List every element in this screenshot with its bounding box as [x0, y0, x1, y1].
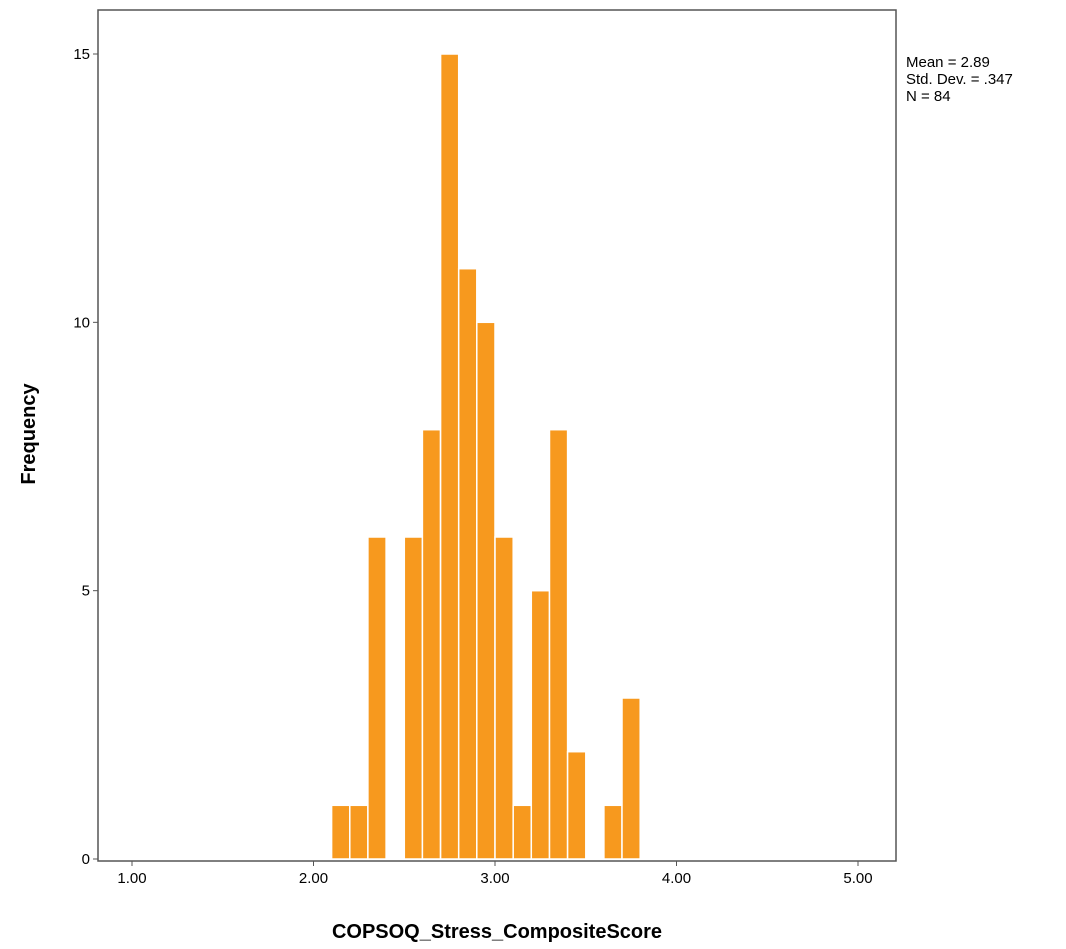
- stats-n: N = 84: [906, 88, 951, 105]
- y-tick-label: 15: [73, 46, 90, 63]
- histogram-bar: [621, 697, 641, 860]
- x-axis-title: COPSOQ_Stress_CompositeScore: [332, 921, 662, 943]
- y-tick-label: 5: [82, 583, 90, 600]
- x-tick-label: 4.00: [662, 870, 691, 887]
- stats-std-dev: Std. Dev. = .347: [906, 71, 1013, 88]
- histogram-bar: [566, 750, 587, 860]
- y-axis-title: Frequency: [18, 383, 40, 485]
- stats-annotation: Mean = 2.89 Std. Dev. = .347 N = 84: [906, 54, 1013, 105]
- y-axis-ticks: 0 5 10 15: [73, 46, 98, 868]
- stats-mean: Mean = 2.89: [906, 54, 990, 71]
- histogram-bar: [439, 53, 460, 860]
- histogram-bar: [548, 428, 569, 860]
- histogram-bar: [349, 804, 369, 860]
- histogram-bar: [603, 804, 623, 860]
- x-tick-label: 1.00: [117, 870, 146, 887]
- y-tick-label: 10: [73, 314, 90, 331]
- histogram-bar: [330, 804, 351, 860]
- x-axis-ticks: 1.00 2.00 3.00 4.00 5.00: [117, 861, 873, 887]
- histogram-bar: [421, 428, 442, 860]
- x-tick-label: 2.00: [299, 870, 328, 887]
- histogram-bar: [530, 589, 551, 860]
- histogram-bar: [494, 536, 514, 860]
- histogram-bar: [457, 267, 478, 860]
- histogram-bar: [403, 536, 424, 860]
- histogram-bar: [476, 321, 496, 860]
- x-tick-label: 3.00: [480, 870, 509, 887]
- x-tick-label: 5.00: [843, 870, 872, 887]
- y-tick-label: 0: [82, 851, 90, 868]
- bars-group: [330, 53, 641, 860]
- histogram-bar: [367, 536, 387, 860]
- histogram-bar: [512, 804, 533, 860]
